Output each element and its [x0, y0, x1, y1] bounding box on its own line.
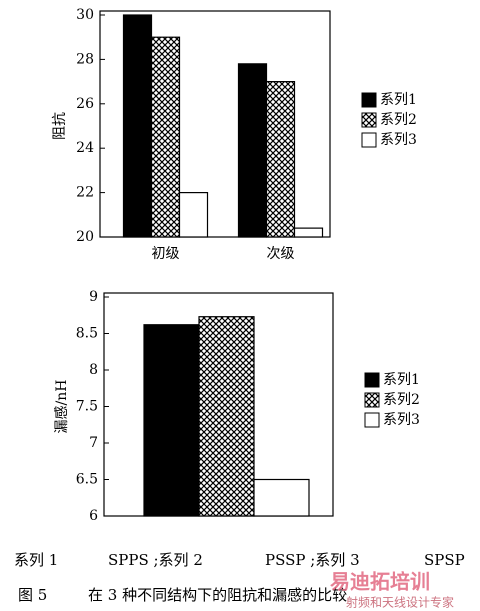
note: 系列 1	[14, 551, 58, 569]
legend-label: 系列3	[383, 412, 420, 428]
note: SPPS ;系列 2	[108, 551, 203, 569]
bar	[122, 14, 153, 238]
bar	[293, 227, 324, 238]
legend-swatch	[364, 392, 380, 408]
y-tick-label: 9	[89, 289, 98, 305]
y-tick-label: 20	[76, 229, 94, 245]
x-tick-label: 初级	[152, 245, 180, 262]
y-tick-label: 8	[89, 362, 98, 378]
watermark: 射频和天线设计专家	[346, 595, 454, 610]
y-tick-label: 24	[76, 140, 94, 156]
x-tick-label: 次级	[267, 246, 295, 262]
bar	[178, 192, 209, 238]
bar	[265, 80, 296, 238]
y-tick-label: 28	[76, 51, 94, 67]
plot-frame	[99, 10, 331, 238]
legend-swatch	[364, 372, 380, 388]
legend-swatch	[361, 112, 377, 128]
legend-label: 系列1	[383, 372, 420, 388]
bar	[253, 478, 310, 517]
legend-swatch	[364, 412, 380, 428]
y-tick-label: 26	[76, 96, 94, 112]
y-tick-label: 22	[76, 185, 94, 201]
y-axis-label: 阻抗	[52, 112, 68, 140]
y-tick-label: 6	[89, 508, 98, 524]
legend-swatch	[361, 92, 377, 108]
legend-label: 系列2	[380, 112, 417, 128]
legend-label: 系列1	[380, 92, 417, 108]
bar	[237, 63, 268, 238]
y-axis-label: 漏感/nH	[53, 380, 70, 434]
y-tick-label: 7.5	[76, 399, 98, 415]
bar	[150, 36, 181, 238]
legend-swatch	[361, 132, 377, 148]
bar	[198, 316, 255, 517]
y-tick-label: 6.5	[76, 472, 98, 488]
bar	[143, 324, 200, 517]
caption-text: 在 3 种不同结构下的阻抗和漏感的比较	[88, 586, 347, 604]
y-tick-label: 8.5	[76, 326, 98, 342]
watermark: 易迪拓培训	[330, 570, 430, 594]
y-tick-label: 30	[76, 7, 94, 23]
caption-label: 图 5	[18, 586, 47, 604]
legend-label: 系列3	[380, 132, 417, 148]
note: SPSP	[424, 551, 465, 569]
note: PSSP ;系列 3	[265, 551, 360, 569]
legend-label: 系列2	[383, 392, 420, 408]
y-tick-label: 7	[89, 435, 98, 451]
